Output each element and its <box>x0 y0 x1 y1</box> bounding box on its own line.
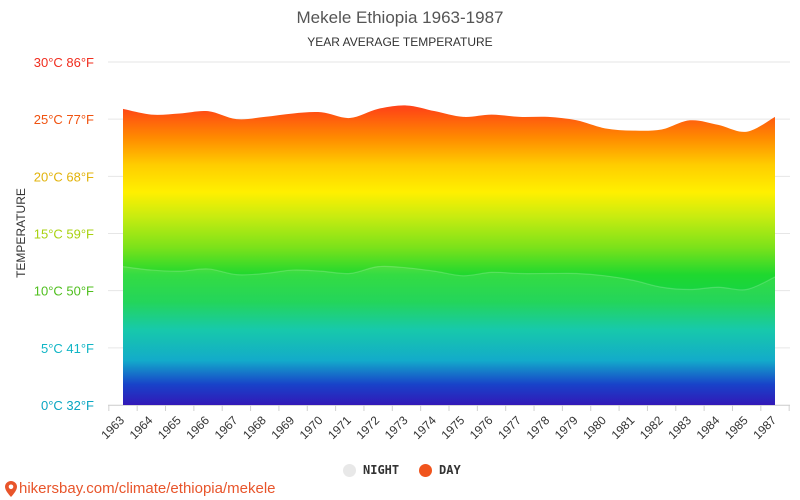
night-point <box>320 270 322 272</box>
y-tick-label: 30°C 86°F <box>34 55 94 70</box>
legend: NIGHT DAY <box>0 463 800 481</box>
day-point <box>604 127 606 129</box>
y-tick-label: 25°C 77°F <box>34 112 94 127</box>
day-point <box>179 112 181 114</box>
legend-day-marker <box>419 463 432 477</box>
x-tick-label: 1980 <box>580 413 609 442</box>
series-areas <box>122 104 776 406</box>
night-point <box>604 275 606 277</box>
day-point <box>774 116 776 118</box>
x-tick-label: 1979 <box>552 413 581 442</box>
x-tick-label: 1970 <box>297 413 326 442</box>
night-series-line <box>122 265 776 291</box>
y-tick-label: 20°C 68°F <box>34 169 94 184</box>
night-point <box>689 289 691 291</box>
day-point <box>235 118 237 120</box>
day-point <box>264 116 266 118</box>
x-tick-label: 1967 <box>212 413 241 442</box>
night-point <box>405 267 407 269</box>
night-point <box>292 269 294 271</box>
day-point <box>547 116 549 118</box>
x-tick-label: 1968 <box>240 413 269 442</box>
day-point <box>632 130 634 132</box>
night-point <box>774 276 776 278</box>
y-tick-label: 10°C 50°F <box>34 284 94 299</box>
night-series-area <box>123 266 775 405</box>
x-tick-label: 1969 <box>268 413 297 442</box>
day-point <box>349 117 351 119</box>
source-link[interactable]: hikersbay.com/climate/ethiopia/mekele <box>5 480 276 497</box>
night-point <box>349 273 351 275</box>
x-tick-labels: 1963 1964 1965 1966 1967 1968 1969 1970 1971 1972… <box>98 405 790 442</box>
night-point <box>717 286 719 288</box>
x-tick-label: 1983 <box>665 413 694 442</box>
night-point <box>746 289 748 291</box>
x-tick-label: 1984 <box>694 413 723 442</box>
night-point <box>150 269 152 271</box>
day-point <box>377 108 379 110</box>
night-point <box>122 266 124 268</box>
legend-item-day[interactable]: DAY <box>419 463 461 477</box>
night-point <box>462 275 464 277</box>
y-tick-label: 5°C 41°F <box>41 341 94 356</box>
day-point <box>717 124 719 126</box>
x-tick-label: 1978 <box>524 413 553 442</box>
day-point <box>207 110 209 112</box>
day-point <box>122 108 124 110</box>
night-point <box>661 286 663 288</box>
day-point <box>292 112 294 114</box>
legend-item-night[interactable]: NIGHT <box>343 463 399 477</box>
x-tick-label: 1972 <box>353 413 382 442</box>
x-tick-label: 1975 <box>439 413 468 442</box>
day-point <box>150 114 152 116</box>
day-point <box>320 111 322 113</box>
y-tick-label: 15°C 59°F <box>34 227 94 242</box>
x-tick-label: 1966 <box>183 413 212 442</box>
y-tick-label: 0°C 32°F <box>41 398 94 413</box>
day-point <box>491 114 493 116</box>
x-tick-label: 1985 <box>722 413 751 442</box>
night-point <box>491 271 493 273</box>
y-tick-labels: 0°C 32°F 5°C 41°F 10°C 50°F 15°C 59°F 20°C 6… <box>34 55 94 413</box>
x-tick-label: 1963 <box>98 413 127 442</box>
day-point <box>519 116 521 118</box>
x-tick-label: 1987 <box>750 413 779 442</box>
x-tick-label: 1974 <box>410 413 439 442</box>
day-point <box>405 104 407 106</box>
day-point <box>462 116 464 118</box>
legend-night-label: NIGHT <box>363 463 400 477</box>
x-tick-label: 1982 <box>637 413 666 442</box>
day-point <box>576 119 578 121</box>
day-point <box>661 128 663 130</box>
x-tick-label: 1981 <box>609 413 638 442</box>
chart-title: Mekele Ethiopia 1963-1987 <box>296 8 504 27</box>
night-point <box>377 266 379 268</box>
day-point <box>689 119 691 121</box>
x-tick-label: 1965 <box>155 413 184 442</box>
day-point <box>434 110 436 112</box>
night-point <box>207 268 209 270</box>
chart-subtitle: YEAR AVERAGE TEMPERATURE <box>307 35 493 49</box>
night-point <box>519 273 521 275</box>
night-point <box>434 270 436 272</box>
source-text: hikersbay.com/climate/ethiopia/mekele <box>19 480 276 497</box>
location-pin-icon <box>5 480 17 497</box>
legend-day-label: DAY <box>439 463 461 477</box>
x-tick-label: 1973 <box>382 413 411 442</box>
night-point <box>235 274 237 276</box>
night-point <box>264 273 266 275</box>
x-tick-label: 1971 <box>325 413 354 442</box>
x-tick-label: 1977 <box>495 413 524 442</box>
x-tick-label: 1964 <box>127 413 156 442</box>
x-tick-label: 1976 <box>467 413 496 442</box>
day-point <box>746 131 748 133</box>
night-point <box>179 270 181 272</box>
night-point <box>547 273 549 275</box>
night-point <box>632 279 634 281</box>
legend-night-marker <box>343 463 356 477</box>
night-point <box>576 273 578 275</box>
